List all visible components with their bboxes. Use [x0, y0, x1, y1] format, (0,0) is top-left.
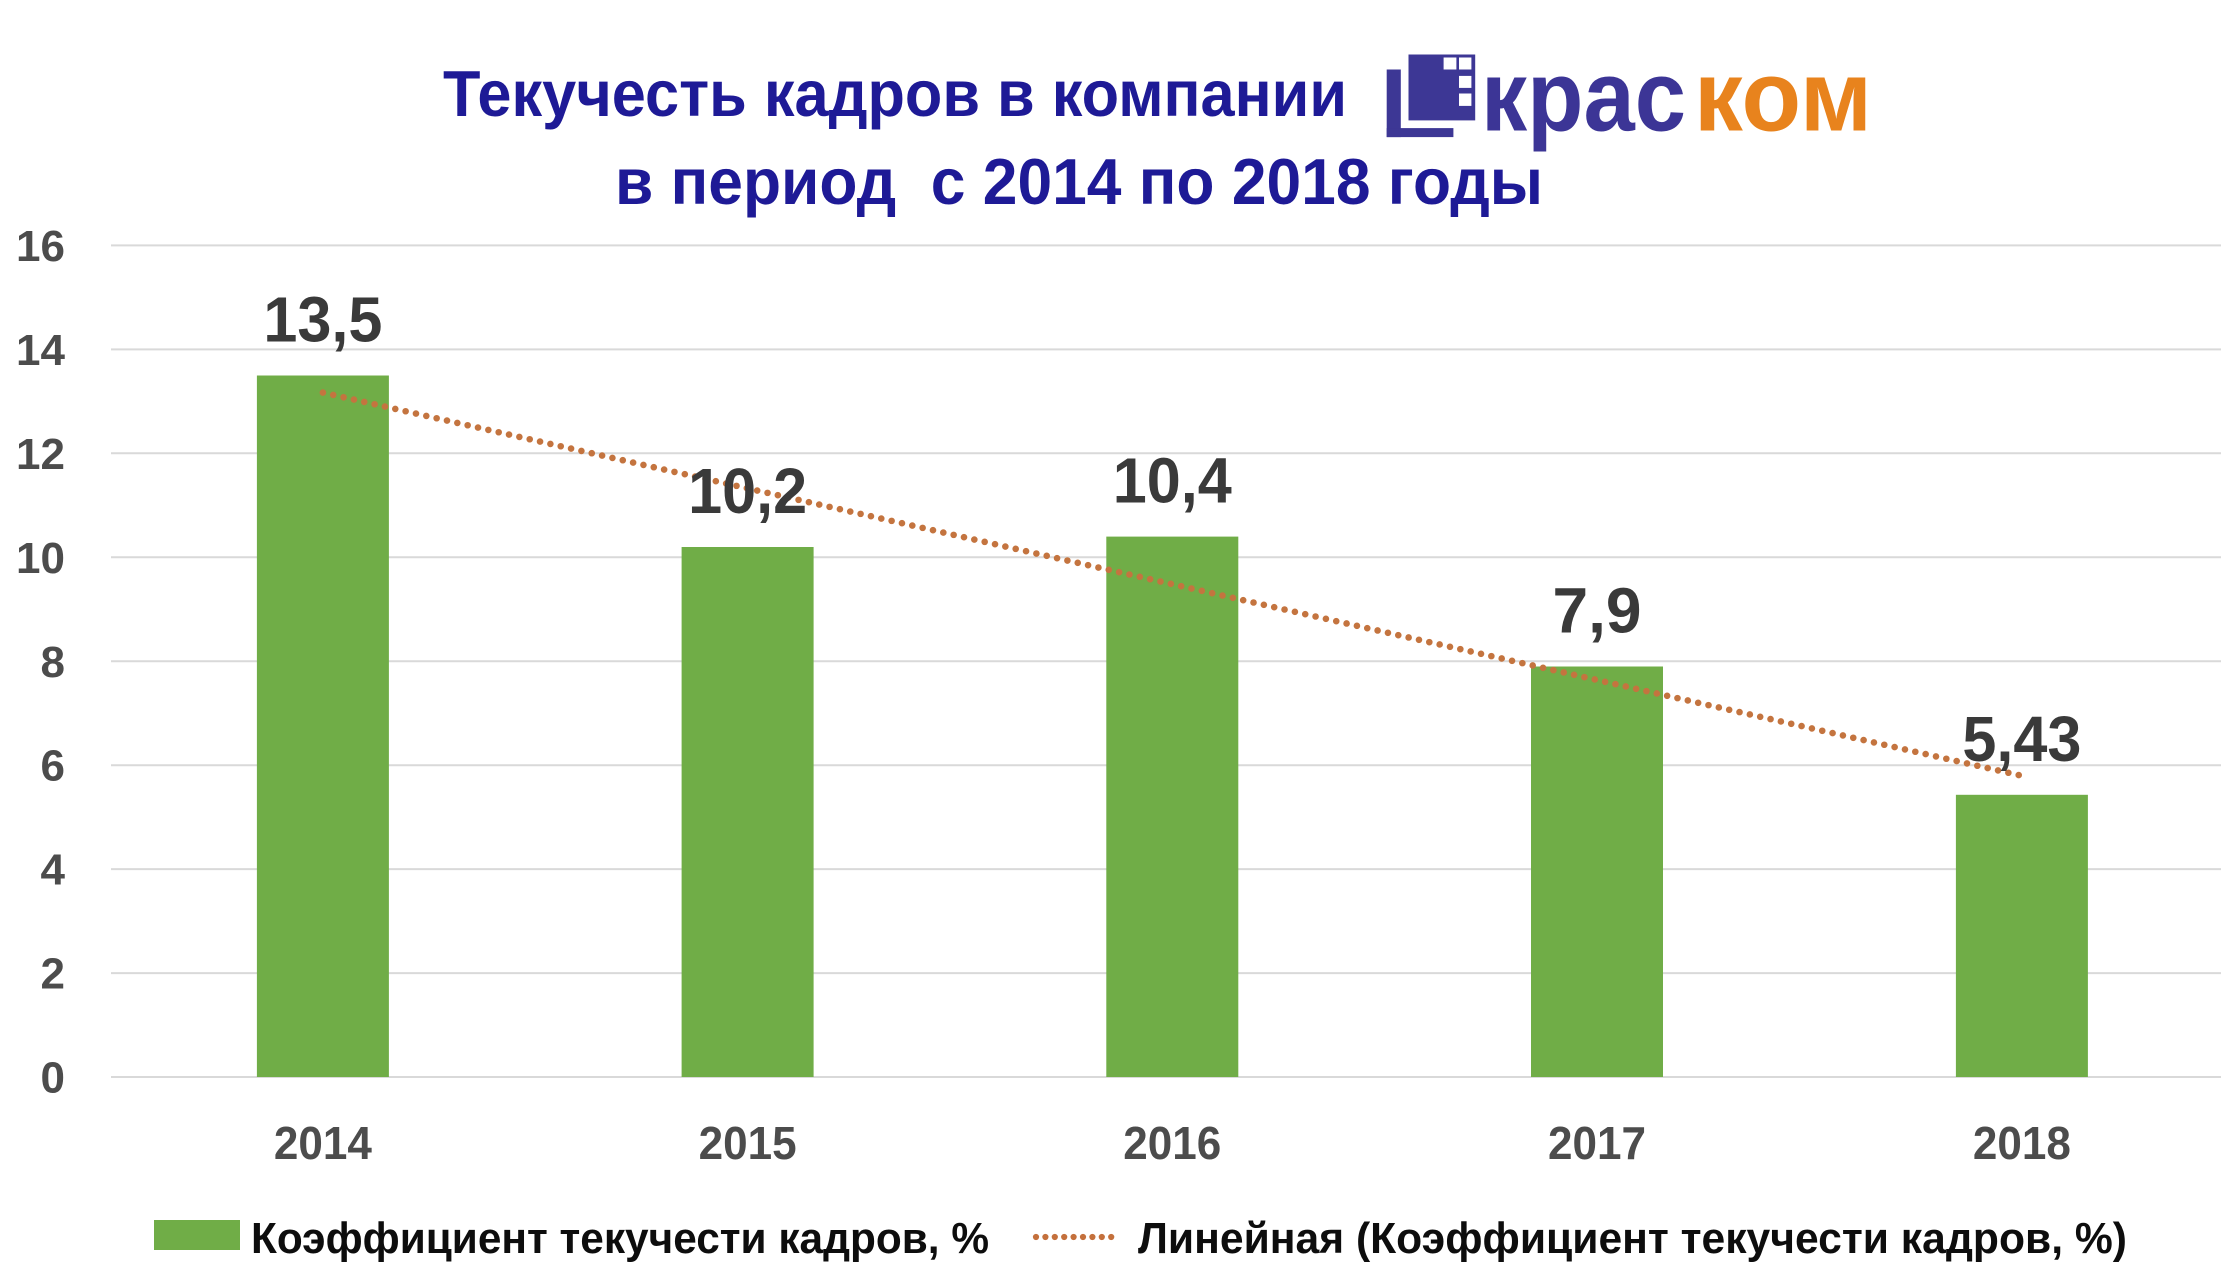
- svg-text:2017: 2017: [1548, 1117, 1646, 1169]
- svg-text:5,43: 5,43: [1962, 703, 2081, 775]
- svg-text:2018: 2018: [1973, 1117, 2071, 1169]
- svg-text:14: 14: [16, 326, 65, 375]
- svg-text:крас: крас: [1481, 41, 1686, 153]
- svg-text:10,2: 10,2: [688, 455, 807, 527]
- svg-text:4: 4: [41, 846, 66, 895]
- svg-text:2015: 2015: [699, 1117, 797, 1169]
- svg-text:12: 12: [16, 430, 65, 479]
- svg-text:8: 8: [41, 638, 65, 687]
- svg-text:2016: 2016: [1123, 1117, 1221, 1169]
- svg-text:7,9: 7,9: [1553, 575, 1642, 647]
- svg-text:16: 16: [16, 222, 65, 271]
- svg-text:6: 6: [41, 742, 65, 791]
- svg-text:в период с 2014 по 2018 годы: в период с 2014 по 2018 годы: [615, 145, 1543, 218]
- svg-text:Линейная (Коэффициент текучест: Линейная (Коэффициент текучести кадров, …: [1138, 1214, 2127, 1263]
- svg-text:10,4: 10,4: [1113, 445, 1232, 517]
- svg-text:Коэффициент текучести кадров,: Коэффициент текучести кадров, %: [251, 1214, 989, 1263]
- svg-text:2014: 2014: [274, 1117, 372, 1169]
- svg-text:ком: ком: [1694, 41, 1872, 153]
- svg-text:10: 10: [16, 534, 65, 583]
- svg-text:0: 0: [41, 1054, 65, 1103]
- svg-text:2: 2: [41, 950, 65, 999]
- svg-text:13,5: 13,5: [263, 284, 382, 356]
- svg-text:Текучесть кадров в компании: Текучесть кадров в компании: [443, 57, 1347, 130]
